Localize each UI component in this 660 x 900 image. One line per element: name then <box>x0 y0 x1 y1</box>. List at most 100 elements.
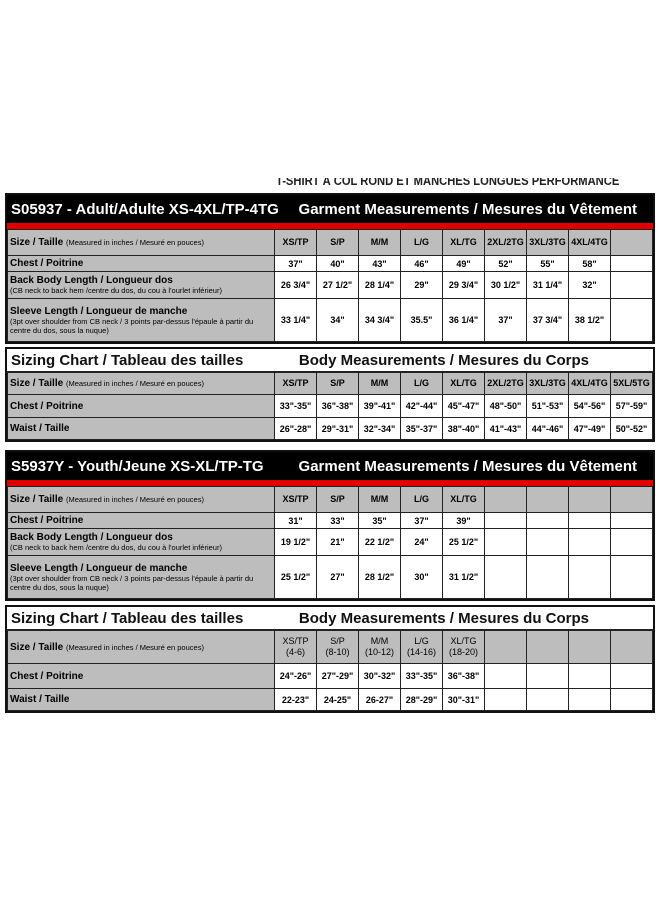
measurement-cell: 50"-52" <box>610 417 653 440</box>
measurement-cell <box>484 663 527 689</box>
measurement-cell: 37" <box>484 298 527 342</box>
size-header <box>484 486 527 513</box>
measurement-cell: 31 1/4" <box>526 271 569 299</box>
measurement-cell: 21" <box>316 528 359 556</box>
measurement-cell: 40" <box>316 255 359 272</box>
size-header: M/M <box>358 229 401 256</box>
measurement-cell: 34" <box>316 298 359 342</box>
garment-measurements-table: S5937Y - Youth/Jeune XS-XL/TP-TG Garment … <box>5 450 655 601</box>
size-header: S/P <box>316 372 359 395</box>
size-header: XL/TG <box>442 229 485 256</box>
row-label: Size / Taille (Measured in inches / Mesu… <box>7 486 275 513</box>
measurement-cell: 29" <box>400 271 443 299</box>
measurement-row: Sleeve Length / Longueur de manche (3pt o… <box>7 298 653 342</box>
measurement-cell <box>568 555 611 599</box>
measurement-cell: 51"-53" <box>526 394 569 418</box>
size-header: 4XL/4TG <box>568 229 611 256</box>
measurement-cell: 22-23" <box>274 688 317 711</box>
size-header <box>610 229 653 256</box>
garment-measurements-table: S05937 - Adult/Adulte XS-4XL/TP-4TG Garme… <box>5 193 655 344</box>
size-header <box>610 630 653 664</box>
measurement-cell: 48"-50" <box>484 394 527 418</box>
measurement-cell: 36"-38" <box>316 394 359 418</box>
measurement-cell: 39"-41" <box>358 394 401 418</box>
measurement-cell: 26 3/4" <box>274 271 317 299</box>
measurement-cell <box>610 688 653 711</box>
measurement-cell <box>526 555 569 599</box>
size-header: 2XL/2TG <box>484 229 527 256</box>
size-row: Size / Taille (Measured in inches / Mesu… <box>7 229 653 256</box>
size-header: XS/TP <box>274 229 317 256</box>
size-header: L/G <box>400 372 443 395</box>
measurement-cell: 28 1/2" <box>358 555 401 599</box>
measurement-cell: 44"-46" <box>526 417 569 440</box>
measurement-cell: 35.5" <box>400 298 443 342</box>
table-title: S05937 - Adult/Adulte XS-4XL/TP-4TG <box>11 200 279 218</box>
measurement-cell: 57"-59" <box>610 394 653 418</box>
measurement-row: Chest / Poitrine 24"-26" 27"-29" 30"-32" 33"… <box>7 663 653 689</box>
measurement-cell: 35" <box>358 512 401 529</box>
measurement-cell: 45"-47" <box>442 394 485 418</box>
measurement-cell <box>610 298 653 342</box>
measurement-cell <box>526 688 569 711</box>
measurement-cell: 38"-40" <box>442 417 485 440</box>
measurement-cell <box>568 512 611 529</box>
size-header <box>526 486 569 513</box>
clipped-heading: T-SHIRT À COL ROND ET MANCHES LONGUES PE… <box>276 178 636 187</box>
size-header: 5XL/5TG <box>610 372 653 395</box>
measurement-cell <box>484 688 527 711</box>
measurement-cell: 25 1/2" <box>274 555 317 599</box>
red-stripe <box>7 223 653 229</box>
measurement-cell: 30"-32" <box>358 663 401 689</box>
measurement-cell: 27"-29" <box>316 663 359 689</box>
measurement-cell <box>568 688 611 711</box>
measurement-cell: 36 1/4" <box>442 298 485 342</box>
size-row: Size / Taille (Measured in inches / Mesu… <box>7 630 653 664</box>
size-header: XS/TP <box>274 486 317 513</box>
measurement-cell <box>484 512 527 529</box>
table-title: S5937Y - Youth/Jeune XS-XL/TP-TG <box>11 457 264 475</box>
size-header: S/P (8-10) <box>316 630 359 664</box>
measurement-cell: 37" <box>400 512 443 529</box>
measurement-row: Waist / Taille 26"-28" 29"-31" 32"-34" 35"-3… <box>7 417 653 440</box>
row-label: Chest / Poitrine <box>7 512 275 529</box>
row-label: Chest / Poitrine <box>7 663 275 689</box>
body-measurements-table: Sizing Chart / Tableau des tailles Body M… <box>5 605 655 713</box>
row-note: (CB neck to back hem /centre du dos, du … <box>10 286 222 295</box>
row-label: Chest / Poitrine <box>7 255 275 272</box>
measurement-cell: 24-25" <box>316 688 359 711</box>
measurement-cell: 28 1/4" <box>358 271 401 299</box>
table-subtitle: Garment Measurements / Mesures du Vêteme… <box>298 200 637 218</box>
size-header: S/P <box>316 486 359 513</box>
measurement-cell: 33" <box>316 512 359 529</box>
measurement-cell <box>526 528 569 556</box>
measurement-cell: 41"-43" <box>484 417 527 440</box>
size-header: 3XL/3TG <box>526 372 569 395</box>
table-header: Sizing Chart / Tableau des tailles Body M… <box>7 607 653 630</box>
measurement-cell <box>610 555 653 599</box>
measurement-cell: 27" <box>316 555 359 599</box>
size-header <box>568 630 611 664</box>
size-header: M/M <box>358 486 401 513</box>
measurement-cell: 31" <box>274 512 317 529</box>
table-subtitle: Garment Measurements / Mesures du Vêteme… <box>298 457 637 475</box>
table-header: Sizing Chart / Tableau des tailles Body M… <box>7 349 653 372</box>
row-label: Back Body Length / Longueur dos (CB neck … <box>7 271 275 299</box>
measurement-row: Chest / Poitrine 31" 33" 35" 37" 39" <box>7 512 653 529</box>
size-header: XS/TP (4-6) <box>274 630 317 664</box>
measurement-cell: 33 1/4" <box>274 298 317 342</box>
table-title: Sizing Chart / Tableau des tailles <box>11 351 244 369</box>
measurement-cell <box>568 528 611 556</box>
measurement-cell: 38 1/2" <box>568 298 611 342</box>
size-row: Size / Taille (Measured in inches / Mesu… <box>7 372 653 395</box>
measurement-cell: 22 1/2" <box>358 528 401 556</box>
measurement-cell: 47"-49" <box>568 417 611 440</box>
measurement-cell: 52" <box>484 255 527 272</box>
measurement-row: Back Body Length / Longueur dos (CB neck … <box>7 528 653 556</box>
heading-text: T-SHIRT À COL ROND ET MANCHES LONGUES PE… <box>276 178 620 187</box>
size-header: 4XL/4TG <box>568 372 611 395</box>
row-note: (CB neck to back hem /centre du dos, du … <box>10 543 222 552</box>
measurement-cell: 58" <box>568 255 611 272</box>
row-label: Sleeve Length / Longueur de manche (3pt o… <box>7 555 275 599</box>
size-header: M/M (10-12) <box>358 630 401 664</box>
